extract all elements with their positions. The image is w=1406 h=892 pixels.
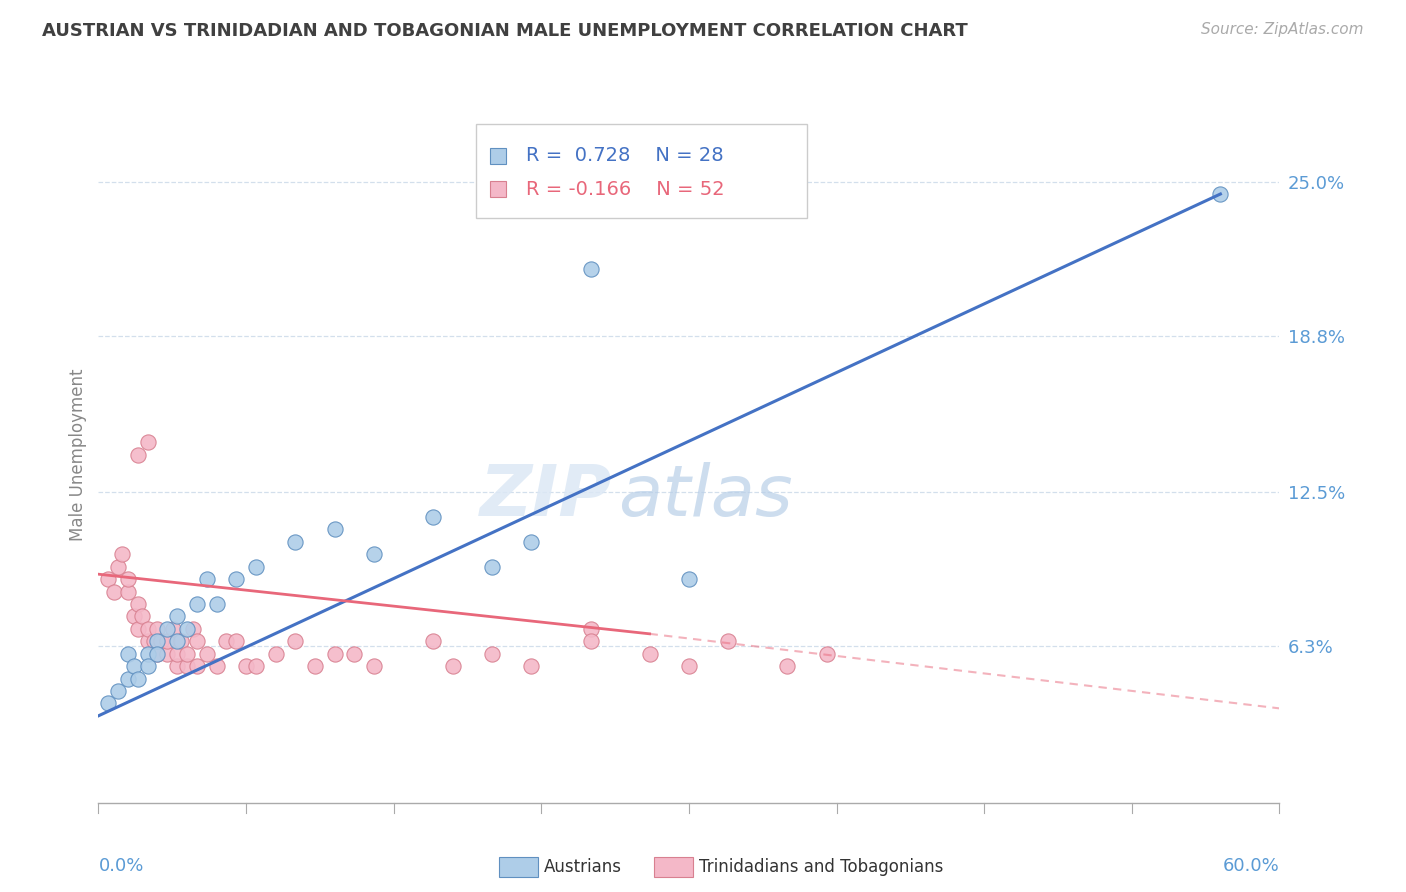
Point: [97, 697, 120, 711]
Point: [127, 448, 149, 462]
Point: [136, 634, 159, 648]
Text: 60.0%: 60.0%: [1223, 857, 1279, 875]
Point: [166, 659, 188, 673]
Point: [176, 647, 198, 661]
Point: [343, 647, 366, 661]
Point: [363, 547, 385, 561]
Point: [166, 609, 188, 624]
Point: [520, 535, 543, 549]
Point: [117, 672, 139, 686]
Point: [117, 647, 139, 661]
Point: [264, 647, 287, 661]
Point: [136, 659, 159, 673]
Point: [146, 647, 169, 661]
Point: [156, 647, 179, 661]
Point: [520, 659, 543, 673]
Point: [815, 647, 838, 661]
Point: [150, 634, 173, 648]
Point: [245, 659, 267, 673]
Point: [107, 684, 129, 698]
Point: [205, 659, 228, 673]
Point: [146, 647, 169, 661]
Point: [638, 647, 661, 661]
Point: [181, 622, 204, 636]
Point: [111, 547, 134, 561]
Point: [166, 647, 188, 661]
Point: [156, 622, 179, 636]
Point: [422, 634, 444, 648]
Point: [176, 659, 198, 673]
Point: [225, 572, 247, 586]
FancyBboxPatch shape: [477, 124, 807, 219]
Text: AUSTRIAN VS TRINIDADIAN AND TOBAGONIAN MALE UNEMPLOYMENT CORRELATION CHART: AUSTRIAN VS TRINIDADIAN AND TOBAGONIAN M…: [42, 22, 967, 40]
Point: [579, 634, 602, 648]
Point: [235, 659, 257, 673]
Point: [284, 535, 307, 549]
Point: [195, 572, 218, 586]
Point: [131, 609, 153, 624]
Point: [170, 634, 193, 648]
Point: [363, 659, 385, 673]
Point: [117, 584, 139, 599]
Point: [162, 622, 184, 636]
Point: [245, 559, 267, 574]
Point: [225, 634, 247, 648]
Point: [323, 523, 346, 537]
Text: atlas: atlas: [619, 462, 793, 531]
Point: [186, 659, 208, 673]
Point: [156, 634, 179, 648]
Point: [127, 622, 149, 636]
Point: [195, 647, 218, 661]
Point: [205, 597, 228, 611]
Point: [97, 572, 120, 586]
Point: [127, 672, 149, 686]
Point: [107, 559, 129, 574]
Point: [136, 435, 159, 450]
Text: Source: ZipAtlas.com: Source: ZipAtlas.com: [1201, 22, 1364, 37]
Point: [481, 559, 503, 574]
Point: [678, 572, 700, 586]
Text: ZIP: ZIP: [479, 462, 612, 531]
Point: [186, 597, 208, 611]
Point: [176, 622, 198, 636]
Point: [284, 634, 307, 648]
Point: [146, 622, 169, 636]
Point: [717, 634, 740, 648]
Point: [1209, 187, 1232, 202]
Point: [678, 659, 700, 673]
Point: [579, 261, 602, 276]
Text: Austrians: Austrians: [544, 858, 621, 876]
Text: 0.0%: 0.0%: [98, 857, 143, 875]
Point: [122, 659, 145, 673]
Point: [776, 659, 799, 673]
Point: [136, 647, 159, 661]
Point: [142, 634, 165, 648]
Point: [186, 634, 208, 648]
Point: [323, 647, 346, 661]
Point: [127, 597, 149, 611]
Y-axis label: Male Unemployment: Male Unemployment: [69, 368, 87, 541]
Point: [481, 647, 503, 661]
Point: [304, 659, 326, 673]
Point: [136, 622, 159, 636]
Text: Trinidadians and Tobagonians: Trinidadians and Tobagonians: [699, 858, 943, 876]
Text: R = -0.166    N = 52: R = -0.166 N = 52: [526, 179, 724, 199]
Point: [122, 609, 145, 624]
Point: [146, 634, 169, 648]
Point: [215, 634, 238, 648]
Point: [117, 572, 139, 586]
Point: [422, 510, 444, 524]
Point: [103, 584, 125, 599]
Text: R =  0.728    N = 28: R = 0.728 N = 28: [526, 146, 724, 165]
Point: [441, 659, 464, 673]
Point: [166, 634, 188, 648]
Point: [579, 622, 602, 636]
